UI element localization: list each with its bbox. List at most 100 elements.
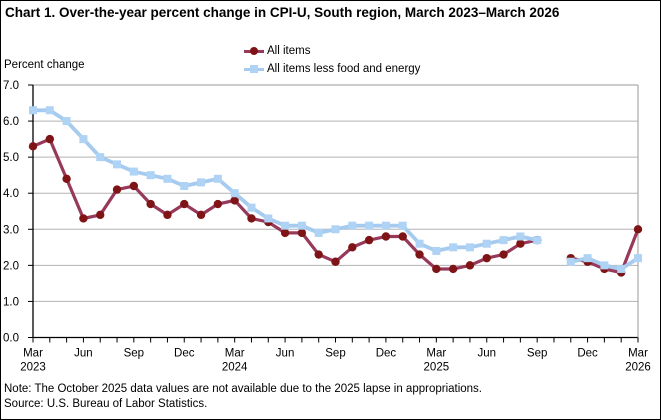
x-tick-label: Sep bbox=[527, 348, 547, 360]
all-items-line-marker-icon bbox=[244, 46, 264, 56]
data-point-all-items bbox=[516, 239, 525, 248]
data-point-all-items bbox=[96, 210, 105, 220]
x-tick-label: Sep bbox=[124, 348, 144, 360]
data-point-all-items-less-food-and-energy bbox=[465, 243, 474, 252]
data-point-all-items-less-food-and-energy bbox=[533, 236, 542, 245]
x-tick-year-label: 2025 bbox=[424, 362, 450, 374]
core-line-marker-icon bbox=[244, 64, 264, 74]
data-point-all-items bbox=[348, 243, 357, 252]
y-tick-label: 1.0 bbox=[3, 296, 19, 308]
data-point-all-items-less-food-and-energy bbox=[163, 174, 172, 183]
x-tick-year-label: 2023 bbox=[20, 362, 46, 374]
data-point-all-items-less-food-and-energy bbox=[247, 203, 256, 212]
x-tick-year-label: 2024 bbox=[222, 362, 248, 374]
data-point-all-items-less-food-and-energy bbox=[516, 232, 525, 241]
data-point-all-items bbox=[297, 228, 307, 238]
x-tick-label: Mar bbox=[426, 348, 446, 360]
data-point-all-items bbox=[196, 210, 206, 220]
data-point-all-items bbox=[180, 199, 189, 209]
data-point-all-items bbox=[213, 199, 223, 209]
data-point-all-items-less-food-and-energy bbox=[449, 243, 458, 252]
chart-note: Note: The October 2025 data values are n… bbox=[4, 383, 483, 395]
data-point-all-items-less-food-and-energy bbox=[566, 257, 575, 266]
data-point-all-items-less-food-and-energy bbox=[365, 221, 374, 230]
data-point-all-items-less-food-and-energy bbox=[331, 225, 340, 234]
data-point-all-items bbox=[415, 250, 424, 259]
y-tick-label: 3.0 bbox=[3, 224, 19, 236]
data-point-all-items-less-food-and-energy bbox=[29, 106, 37, 115]
data-point-all-items bbox=[499, 250, 508, 259]
data-point-all-items bbox=[79, 214, 88, 223]
x-tick-label: Dec bbox=[577, 348, 598, 360]
data-point-all-items bbox=[331, 257, 340, 266]
data-point-all-items-less-food-and-energy bbox=[146, 171, 155, 180]
data-point-all-items-less-food-and-energy bbox=[197, 178, 206, 187]
y-tick-label: 7.0 bbox=[3, 80, 19, 92]
data-point-all-items-less-food-and-energy bbox=[264, 214, 273, 223]
data-point-all-items bbox=[247, 214, 256, 223]
data-point-all-items-less-food-and-energy bbox=[432, 246, 441, 255]
data-point-all-items-less-food-and-energy bbox=[297, 221, 306, 230]
data-point-all-items-less-food-and-energy bbox=[348, 221, 357, 230]
data-point-all-items-less-food-and-energy bbox=[600, 261, 609, 270]
chart-legend: All items All items less food and energy bbox=[244, 43, 420, 76]
data-point-all-items bbox=[482, 253, 491, 263]
data-point-all-items bbox=[364, 235, 374, 245]
data-point-all-items-less-food-and-energy bbox=[314, 228, 323, 237]
data-point-all-items-less-food-and-energy bbox=[634, 254, 642, 263]
data-point-all-items-less-food-and-energy bbox=[415, 239, 424, 248]
y-axis-unit-label: Percent change bbox=[4, 59, 85, 71]
data-point-all-items bbox=[146, 199, 155, 209]
data-point-all-items-less-food-and-energy bbox=[499, 236, 508, 245]
data-point-all-items bbox=[163, 210, 172, 220]
data-point-all-items bbox=[314, 250, 323, 259]
data-point-all-items bbox=[381, 232, 391, 241]
data-point-all-items-less-food-and-energy bbox=[79, 135, 88, 144]
data-point-all-items bbox=[448, 264, 458, 274]
data-point-all-items bbox=[398, 232, 407, 241]
data-point-all-items-less-food-and-energy bbox=[281, 221, 290, 230]
data-point-all-items-less-food-and-energy bbox=[617, 264, 626, 273]
chart-source: Source: U.S. Bureau of Labor Statistics. bbox=[4, 398, 208, 410]
legend-label-core: All items less food and energy bbox=[267, 62, 421, 75]
data-point-all-items-less-food-and-energy bbox=[129, 167, 138, 176]
data-point-all-items bbox=[112, 185, 122, 194]
data-point-all-items bbox=[432, 264, 441, 274]
data-point-all-items bbox=[62, 174, 71, 183]
x-tick-label: Dec bbox=[174, 348, 195, 360]
data-point-all-items-less-food-and-energy bbox=[113, 160, 122, 169]
chart-title: Chart 1. Over-the-year percent change in… bbox=[5, 5, 560, 20]
legend-item-all-items: All items bbox=[244, 43, 420, 58]
data-point-all-items bbox=[129, 181, 139, 191]
data-point-all-items bbox=[45, 134, 55, 144]
x-tick-year-label: 2026 bbox=[625, 362, 651, 374]
legend-item-core: All items less food and energy bbox=[244, 61, 420, 76]
y-tick-label: 2.0 bbox=[3, 260, 19, 272]
x-tick-label: Mar bbox=[23, 348, 43, 360]
x-tick-label: Jun bbox=[276, 348, 295, 360]
x-tick-label: Jun bbox=[74, 348, 93, 360]
data-point-all-items-less-food-and-energy bbox=[381, 221, 390, 230]
data-point-all-items bbox=[28, 142, 38, 151]
series-line-all-items bbox=[32, 136, 538, 271]
data-point-all-items-less-food-and-energy bbox=[482, 239, 491, 248]
data-point-all-items-less-food-and-energy bbox=[62, 117, 71, 126]
y-tick-label: 0.0 bbox=[3, 333, 19, 345]
x-tick-label: Mar bbox=[628, 348, 648, 360]
data-point-all-items-less-food-and-energy bbox=[213, 174, 222, 183]
y-tick-label: 6.0 bbox=[3, 116, 19, 128]
x-tick-label: Sep bbox=[325, 348, 345, 360]
data-point-all-items bbox=[280, 228, 290, 238]
data-point-all-items bbox=[465, 261, 475, 270]
x-tick-label: Jun bbox=[477, 348, 496, 360]
y-tick-label: 5.0 bbox=[3, 152, 19, 164]
data-point-all-items-less-food-and-energy bbox=[180, 182, 189, 190]
data-point-all-items bbox=[633, 225, 643, 234]
data-point-all-items-less-food-and-energy bbox=[96, 153, 105, 162]
data-point-all-items-less-food-and-energy bbox=[583, 254, 592, 263]
data-point-all-items-less-food-and-energy bbox=[45, 106, 54, 115]
legend-label-all-items: All items bbox=[267, 44, 311, 57]
data-point-all-items-less-food-and-energy bbox=[230, 189, 239, 198]
